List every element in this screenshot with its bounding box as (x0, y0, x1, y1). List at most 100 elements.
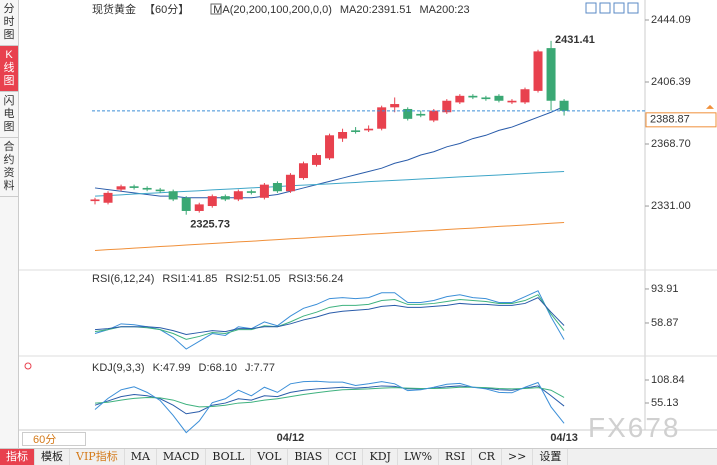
legend-entry: K:47.99 (153, 362, 191, 374)
label: >> (507, 450, 527, 463)
label: CCI (335, 450, 357, 463)
candle-body (312, 155, 322, 165)
candle-body (390, 104, 400, 108)
legend-entry: MA20:2391.51 (340, 4, 412, 16)
candle-body (103, 192, 113, 203)
legend-entry: MA200:23 (419, 4, 469, 16)
icon[interactable] (613, 2, 625, 14)
label: MACD (162, 450, 200, 463)
candle-body (468, 95, 478, 98)
candle-body (520, 89, 530, 103)
icon[interactable] (599, 2, 611, 14)
window-icons (585, 2, 639, 14)
candle-body (90, 199, 100, 202)
candle-body (351, 130, 361, 133)
label: 模板 (41, 450, 63, 463)
toolbar: 指标 模板 VIP指标 MA MACD BOLL VOL BIAS CCI KDJ LW% RSI CR… (0, 448, 717, 465)
label: VOL (257, 450, 282, 463)
candle-body (285, 174, 295, 192)
toolbar-tab[interactable]: BIAS (288, 449, 330, 465)
candle-body (181, 197, 191, 211)
line-series (94, 380, 565, 434)
toolbar-tab[interactable]: BOLL (206, 449, 252, 465)
candle-body (116, 186, 126, 190)
x-tick-label: 04/13 (550, 432, 578, 444)
toolbar-tab[interactable]: 设置 (533, 449, 569, 465)
legend-entry: RSI(6,12,24) (92, 273, 154, 285)
candle-body (142, 187, 152, 190)
legend-entry: RSI3:56.24 (288, 273, 343, 285)
y-tick-label: 58.87 (651, 317, 679, 329)
toolbar-tab[interactable]: VIP指标 (70, 449, 125, 465)
legend-entry: RSI1:41.85 (162, 273, 217, 285)
legend-entry: MA(20,200,100,200,0,0) (213, 4, 332, 16)
candle-body (220, 196, 230, 200)
candle-body (546, 48, 556, 101)
toolbar-tab[interactable]: 模板 (35, 449, 70, 465)
candle-body (429, 110, 439, 121)
candle-body (298, 163, 308, 179)
candle-body (155, 189, 165, 192)
label: 设置 (539, 450, 562, 463)
line-series (94, 221, 565, 251)
candle-body (533, 51, 543, 91)
label: 闪电图 (3, 95, 15, 133)
candle-body (442, 100, 452, 113)
candle-body (168, 191, 178, 200)
candle-body (507, 100, 517, 103)
toolbar-tab[interactable]: CCI (329, 449, 364, 465)
label: 合约资料 (3, 141, 15, 192)
candle-body (259, 184, 269, 198)
toolbar-tab[interactable]: KDJ (363, 449, 398, 465)
candle-body (272, 183, 282, 192)
label: MA (130, 450, 150, 463)
toolbar-tab[interactable]: 指标 (0, 449, 35, 465)
ma-icon[interactable] (210, 3, 222, 15)
y-tick-label: 2331.00 (651, 200, 691, 212)
label: CR (478, 450, 495, 463)
toolbar-tab[interactable]: CR (472, 449, 502, 465)
y-tick-label: 93.91 (651, 283, 679, 295)
y-tick-label: 55.13 (651, 397, 679, 409)
toolbar-tab[interactable]: VOL (251, 449, 289, 465)
side-tab[interactable]: 合约资料 (0, 138, 18, 197)
toolbar-tab[interactable]: LW% (398, 449, 440, 465)
icon[interactable] (627, 2, 639, 14)
line-series (94, 290, 565, 350)
chart: 2444.09 2406.39 2368.70 2331.00 现货黄金 【60分】 MA(… (18, 0, 717, 448)
candle-body (455, 95, 465, 103)
high-label: 2431.41 (555, 34, 595, 46)
side-tab[interactable]: 分时图 (0, 0, 18, 46)
label: RSI (445, 450, 466, 463)
last-price-arrow (706, 104, 714, 109)
candle-body (364, 128, 374, 131)
candle-body (377, 107, 387, 129)
candle-body (416, 113, 426, 116)
candle-body (129, 186, 139, 188)
label: 分时图 (3, 3, 15, 41)
toolbar-tab[interactable]: MACD (157, 449, 207, 465)
side-tab[interactable]: K线图 (0, 46, 18, 92)
toolbar-tab[interactable]: >> (502, 449, 534, 465)
candle-body (559, 100, 569, 111)
label: VIP指标 (76, 450, 118, 463)
y-tick-label: 2444.09 (651, 14, 691, 26)
y-tick-label: 108.84 (651, 374, 685, 386)
period-selector[interactable]: 60分 (22, 432, 86, 446)
label: LW% (403, 450, 433, 463)
candle-body (481, 97, 491, 100)
candle-body (207, 196, 217, 207)
candle-body (494, 95, 504, 101)
toolbar-tab[interactable]: RSI (439, 449, 473, 465)
toolbar-tab[interactable]: MA (125, 449, 157, 465)
settings-icon[interactable] (24, 362, 32, 370)
line-series (94, 297, 565, 336)
candle-body (325, 135, 335, 159)
line-series (94, 294, 565, 340)
candle-body (338, 132, 348, 139)
x-tick-label: 04/12 (277, 432, 305, 444)
chart-bg (18, 0, 717, 448)
watermark: FX678 (588, 412, 681, 443)
side-tab[interactable]: 闪电图 (0, 92, 18, 138)
icon[interactable] (585, 2, 597, 14)
